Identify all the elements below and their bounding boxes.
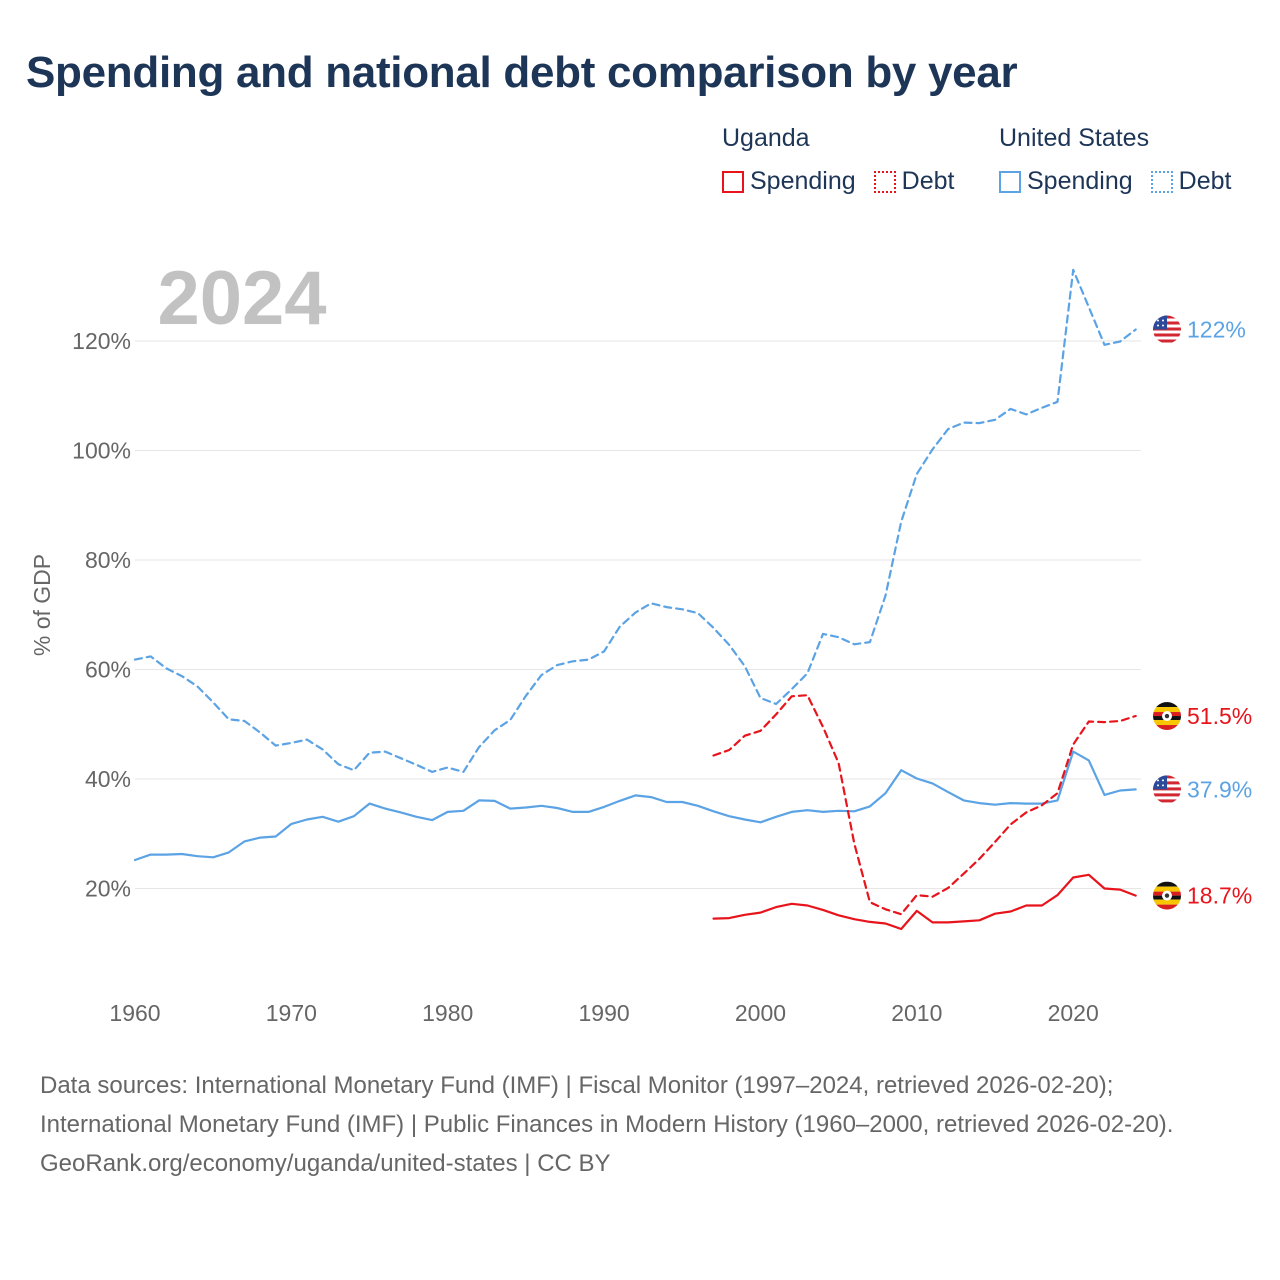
grid-lines [135, 340, 1141, 889]
legend-us-spending-swatch [999, 170, 1021, 193]
y-tick-label: 80% [85, 547, 131, 573]
legend-us-spending-label: Spending [1027, 167, 1133, 195]
year-watermark: 2024 [157, 256, 326, 341]
series-lines [133, 268, 1137, 931]
legend-uganda-country: Uganda [722, 124, 810, 152]
legend-uganda-spending-label: Spending [750, 167, 856, 195]
end-value-label: 37.9% [1187, 776, 1252, 802]
uganda-flag-icon [1153, 702, 1181, 730]
legend-uganda-debt-swatch [873, 170, 896, 193]
y-axis-ticks: 20% 40% 60% 80% 100% 120% [72, 328, 131, 902]
legend-uganda-spending-swatch [722, 170, 744, 193]
y-tick-label: 100% [72, 438, 131, 464]
end-value-label: 51.5% [1187, 703, 1252, 729]
legend-us-debt[interactable]: Debt [1150, 167, 1232, 196]
series-line-us-spending[interactable] [133, 750, 1137, 862]
x-tick-label: 1960 [109, 1000, 160, 1026]
y-tick-label: 20% [85, 876, 131, 902]
end-value-label: 18.7% [1187, 883, 1252, 909]
y-tick-label: 120% [72, 328, 131, 354]
legend-us-spending[interactable]: Spending [999, 167, 1133, 196]
series-line-uganda-debt[interactable] [712, 694, 1137, 916]
y-tick-label: 40% [85, 766, 131, 792]
chart-title: Spending and national debt comparison by… [26, 48, 1018, 97]
series-line-us-debt[interactable] [133, 268, 1137, 774]
series-end-labels: 122% 37.9% 51.5% 18.7% [1153, 316, 1252, 910]
chart-area: 2024 % of GDP 20%40%60%80%100%120% 1960 1… [29, 256, 1252, 1026]
x-tick-label: 2000 [735, 1000, 786, 1026]
y-axis-title: % of GDP [29, 554, 55, 656]
x-tick-label: 2010 [891, 1000, 942, 1026]
data-sources: Data sources: International Monetary Fun… [40, 1072, 1174, 1138]
legend-uganda-spending[interactable]: Spending [722, 167, 856, 196]
legend-uganda-debt-label: Debt [901, 167, 955, 195]
credit-link[interactable]: GeoRank.org/economy/uganda/united-states… [40, 1150, 611, 1177]
x-tick-label: 1990 [579, 1000, 630, 1026]
end-value-label: 122% [1187, 317, 1246, 343]
legend-us-country: United States [999, 124, 1150, 152]
x-tick-label: 2020 [1048, 1000, 1099, 1026]
legend-uganda-debt[interactable]: Debt [873, 167, 955, 196]
y-tick-label: 60% [85, 657, 131, 683]
footer: Data sources: International Monetary Fun… [40, 1066, 1240, 1183]
legend-uganda: Uganda Spending Debt [722, 124, 954, 196]
legend-us-debt-label: Debt [1178, 167, 1232, 195]
x-tick-label: 1970 [266, 1000, 317, 1026]
x-axis-ticks: 1960 1970 1980 1990 2000 2010 2020 [109, 1000, 1098, 1026]
series-line-uganda-spending[interactable] [712, 873, 1137, 931]
legend-us-debt-swatch [1150, 170, 1173, 193]
us-flag-icon [1153, 316, 1181, 344]
uganda-flag-icon [1153, 882, 1181, 910]
us-flag-icon [1153, 775, 1181, 803]
x-tick-label: 1980 [422, 1000, 473, 1026]
legend-us: United States Spending Debt [999, 124, 1231, 196]
